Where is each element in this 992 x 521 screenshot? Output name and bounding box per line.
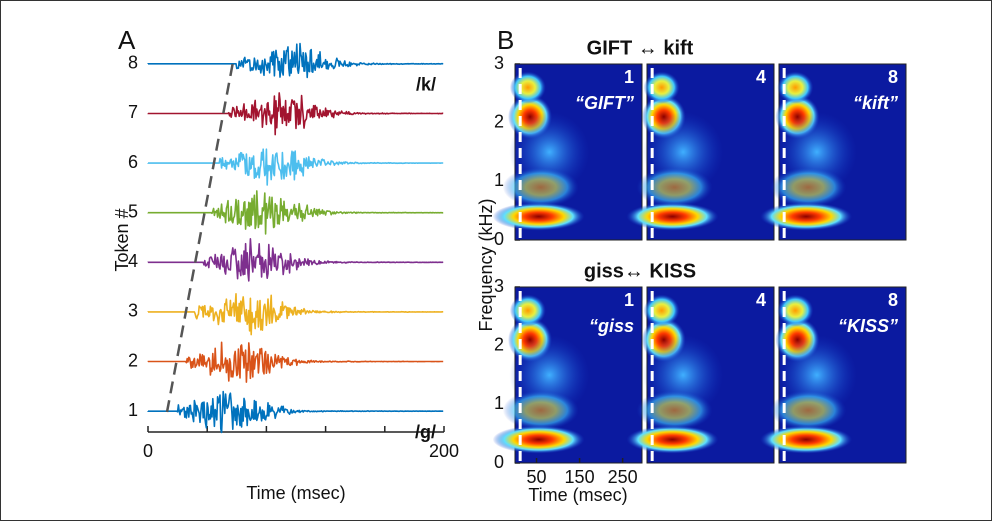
- energy-blob: [509, 294, 546, 327]
- token-number: 4: [756, 67, 766, 87]
- y-tick-label: 2: [494, 111, 504, 131]
- token-number: 8: [888, 67, 898, 87]
- token-number: 1: [624, 290, 634, 310]
- panel-letter: A: [118, 25, 136, 55]
- y-tick-label: 4: [128, 251, 138, 271]
- energy-blob: [626, 202, 719, 231]
- waveform: [147, 148, 444, 186]
- energy-blob: [770, 390, 847, 431]
- spectrogram-panel: [626, 63, 775, 241]
- x-tick-label: 200: [429, 441, 459, 461]
- y-tick-label: 0: [494, 452, 504, 472]
- row-title: giss↔ KISS: [584, 260, 696, 282]
- y-tick-label: 1: [128, 400, 138, 420]
- y-tick-label: 1: [494, 170, 504, 190]
- y-axis-label: Token #: [112, 208, 132, 271]
- y-tick-label: 5: [128, 201, 138, 221]
- energy-blob: [636, 390, 713, 431]
- y-tick-label: 3: [128, 301, 138, 321]
- x-axis-label: Time (msec): [528, 485, 627, 505]
- token-number: 1: [624, 67, 634, 87]
- waveform: [147, 238, 444, 282]
- onset-line: [165, 61, 235, 413]
- token-word: “kift”: [853, 93, 898, 113]
- y-axis-label: Frequency (kHz): [476, 198, 496, 331]
- energy-blob: [643, 71, 680, 104]
- y-tick-label: 6: [128, 152, 138, 172]
- y-tick-label: 7: [128, 102, 138, 122]
- x-tick-label: 50: [527, 467, 547, 487]
- energy-blob: [760, 425, 853, 454]
- waveform: [147, 293, 444, 336]
- waveform: [147, 390, 444, 434]
- energy-blob: [492, 202, 585, 231]
- waveform: [147, 341, 444, 383]
- x-tick-label: 0: [143, 441, 153, 461]
- energy-blob: [509, 71, 546, 104]
- energy-blob: [777, 294, 814, 327]
- token-number: 8: [888, 290, 898, 310]
- spectrogram-panel: [626, 286, 775, 464]
- x-tick-label: 250: [608, 467, 638, 487]
- y-tick-label: 2: [128, 350, 138, 370]
- token-word: “giss: [589, 316, 634, 336]
- energy-blob: [643, 294, 680, 327]
- annotation: /k/: [416, 75, 436, 95]
- y-tick-label: 3: [494, 276, 504, 296]
- token-number: 4: [756, 290, 766, 310]
- energy-blob: [502, 390, 579, 431]
- token-word: “KISS”: [838, 316, 898, 336]
- waveform: [147, 92, 444, 136]
- panel-letter: B: [497, 25, 514, 55]
- energy-blob: [492, 425, 585, 454]
- energy-blob: [777, 71, 814, 104]
- x-axis-label: Time (msec): [246, 483, 345, 503]
- spectrogram-panel: [492, 63, 643, 241]
- waveform: [147, 42, 444, 79]
- y-tick-label: 3: [494, 53, 504, 73]
- spectrogram-panel: [760, 286, 907, 464]
- energy-blob: [760, 202, 853, 231]
- token-word: “GIFT”: [575, 93, 634, 113]
- energy-blob: [502, 167, 579, 208]
- x-tick-label: 150: [565, 467, 595, 487]
- y-tick-label: 2: [494, 334, 504, 354]
- y-tick-label: 8: [128, 53, 138, 73]
- spectrogram-panel: [760, 63, 907, 241]
- row-title: GIFT ↔ kift: [587, 37, 694, 59]
- y-tick-label: 0: [494, 229, 504, 249]
- energy-blob: [770, 167, 847, 208]
- spectrogram-panel: [492, 286, 643, 464]
- waveform: [147, 190, 444, 235]
- annotation: /g/: [415, 422, 436, 442]
- energy-blob: [636, 167, 713, 208]
- y-tick-label: 1: [494, 393, 504, 413]
- energy-blob: [626, 425, 719, 454]
